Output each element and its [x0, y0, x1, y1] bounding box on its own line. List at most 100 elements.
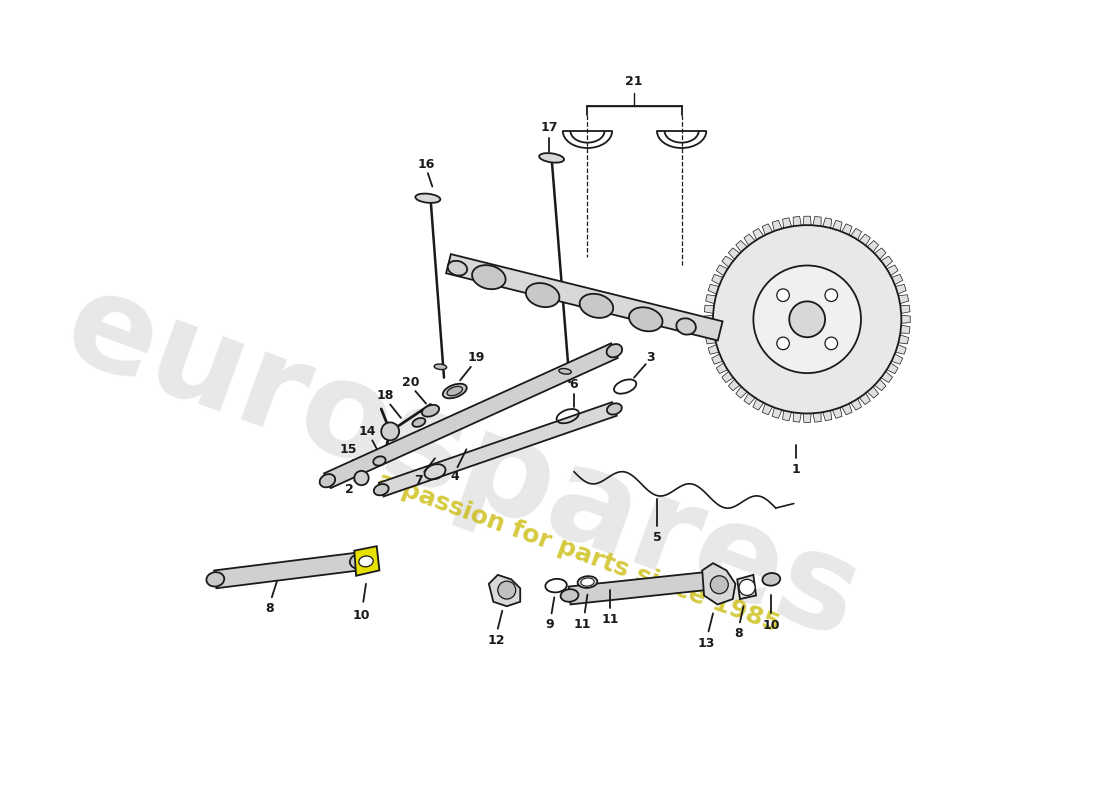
Polygon shape [744, 391, 757, 405]
Polygon shape [716, 362, 729, 374]
Polygon shape [866, 241, 879, 254]
Text: 21: 21 [626, 75, 642, 88]
Polygon shape [354, 546, 379, 576]
Polygon shape [823, 409, 832, 421]
Polygon shape [712, 274, 725, 286]
Circle shape [498, 581, 516, 599]
Circle shape [382, 422, 399, 440]
Polygon shape [772, 406, 782, 418]
Polygon shape [744, 234, 757, 247]
Text: 3: 3 [646, 351, 654, 364]
Ellipse shape [629, 307, 662, 331]
Polygon shape [716, 265, 729, 277]
Polygon shape [752, 397, 764, 410]
Polygon shape [736, 385, 748, 398]
Polygon shape [823, 218, 832, 230]
Polygon shape [793, 217, 802, 228]
Ellipse shape [580, 294, 613, 318]
Text: 20: 20 [403, 375, 419, 389]
Polygon shape [722, 370, 735, 382]
Polygon shape [890, 274, 903, 286]
Text: 9: 9 [546, 618, 554, 630]
Circle shape [825, 337, 837, 350]
Polygon shape [728, 248, 741, 261]
Text: 10: 10 [353, 609, 371, 622]
Polygon shape [879, 256, 892, 269]
Text: 12: 12 [487, 634, 505, 647]
Polygon shape [803, 216, 812, 227]
Polygon shape [873, 248, 886, 261]
Polygon shape [803, 411, 812, 422]
Polygon shape [896, 294, 909, 304]
Circle shape [825, 289, 837, 302]
Polygon shape [879, 370, 892, 382]
Ellipse shape [713, 573, 730, 586]
Ellipse shape [607, 403, 621, 414]
Polygon shape [896, 334, 909, 344]
Polygon shape [858, 391, 870, 405]
Polygon shape [793, 410, 802, 422]
Polygon shape [866, 385, 879, 398]
Text: 16: 16 [417, 158, 434, 170]
Polygon shape [832, 406, 843, 418]
Polygon shape [858, 234, 870, 247]
Text: 11: 11 [601, 614, 618, 626]
Ellipse shape [207, 572, 224, 586]
Text: a passion for parts since 1985: a passion for parts since 1985 [374, 468, 783, 637]
Text: 5: 5 [653, 530, 662, 544]
Ellipse shape [447, 386, 462, 396]
Polygon shape [782, 218, 792, 230]
Circle shape [713, 225, 901, 414]
Text: 17: 17 [540, 121, 558, 134]
Polygon shape [849, 229, 861, 242]
Text: 19: 19 [468, 351, 485, 364]
Polygon shape [886, 362, 898, 374]
Polygon shape [900, 315, 910, 323]
Circle shape [789, 302, 825, 338]
Polygon shape [728, 378, 741, 390]
Polygon shape [813, 410, 822, 422]
Ellipse shape [472, 265, 506, 289]
Text: 2: 2 [345, 483, 354, 496]
Text: 7: 7 [415, 474, 424, 487]
Ellipse shape [539, 153, 564, 162]
Polygon shape [712, 353, 725, 364]
Ellipse shape [578, 576, 597, 588]
Polygon shape [899, 306, 910, 314]
Text: eurospares: eurospares [48, 260, 876, 665]
Text: 8: 8 [265, 602, 274, 614]
Text: 14: 14 [359, 425, 376, 438]
Polygon shape [762, 224, 773, 237]
Ellipse shape [434, 364, 447, 370]
Ellipse shape [422, 405, 439, 417]
Polygon shape [706, 294, 718, 304]
Polygon shape [737, 575, 756, 599]
Polygon shape [214, 553, 360, 588]
Text: 4: 4 [450, 470, 459, 482]
Text: 8: 8 [734, 626, 742, 640]
Polygon shape [704, 306, 716, 314]
Text: 11: 11 [573, 618, 591, 630]
Circle shape [711, 576, 728, 594]
Ellipse shape [581, 578, 594, 586]
Polygon shape [704, 325, 716, 334]
Ellipse shape [359, 556, 373, 567]
Polygon shape [447, 254, 723, 341]
Circle shape [777, 337, 790, 350]
Text: 13: 13 [697, 637, 715, 650]
Polygon shape [890, 353, 903, 364]
Ellipse shape [762, 573, 780, 586]
Polygon shape [706, 334, 718, 344]
Polygon shape [324, 343, 618, 488]
Polygon shape [893, 284, 906, 294]
Polygon shape [722, 256, 735, 269]
Polygon shape [899, 325, 910, 334]
Text: 10: 10 [762, 619, 780, 633]
Polygon shape [752, 229, 764, 242]
Ellipse shape [443, 384, 466, 398]
Polygon shape [840, 224, 852, 237]
Polygon shape [488, 575, 520, 606]
Polygon shape [782, 409, 792, 421]
Polygon shape [873, 378, 886, 390]
Polygon shape [886, 265, 898, 277]
